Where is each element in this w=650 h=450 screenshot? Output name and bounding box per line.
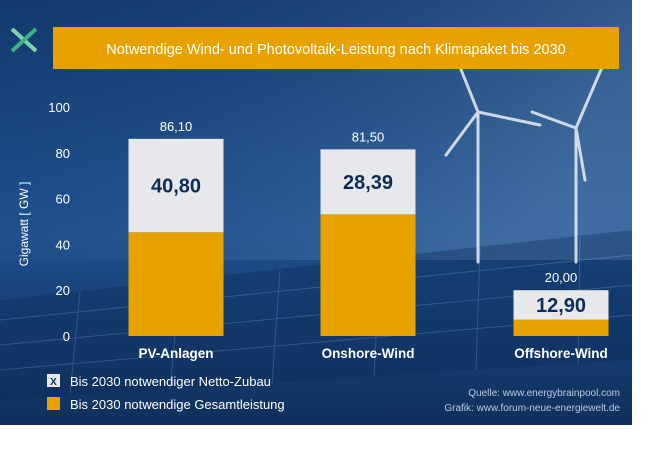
y-tick-label: 40	[56, 237, 70, 252]
x-axis-labels: PV-Anlagen Onshore-Wind Offshore-Wind	[138, 346, 607, 361]
bar-total-label: 81,50	[352, 129, 385, 144]
bar-value-label: 40,80	[151, 176, 201, 198]
legend-marker: X	[50, 377, 57, 388]
legend-swatch-netto-zubau	[47, 374, 60, 387]
y-tick-label: 80	[56, 146, 70, 161]
bar-gesamtleistung	[513, 319, 609, 336]
bar-gesamtleistung	[128, 232, 224, 336]
x-logo-icon	[10, 27, 38, 53]
legend: X Bis 2030 notwendiger Netto-Zubau Bis 2…	[47, 374, 285, 412]
y-axis-label: Gigawatt [ GW ]	[17, 182, 31, 267]
title-bar	[53, 27, 619, 69]
x-tick-label: Offshore-Wind	[514, 346, 608, 361]
x-tick-label: PV-Anlagen	[138, 346, 213, 361]
legend-label-gesamtleistung: Bis 2030 notwendige Gesamtleistung	[70, 397, 285, 412]
bar-value-label: 28,39	[343, 172, 393, 194]
bar-netto-zubau	[320, 149, 416, 215]
y-tick-label: 0	[63, 329, 70, 344]
x-tick-label: Onshore-Wind	[322, 346, 415, 361]
legend-swatch-gesamtleistung	[47, 397, 60, 410]
y-axis-ticks: 0 20 40 60 80 100	[48, 100, 70, 344]
bar-netto-zubau	[128, 138, 224, 233]
y-tick-label: 60	[56, 192, 70, 207]
bar-netto-zubau	[513, 290, 609, 320]
bar-value-label: 12,90	[536, 295, 586, 317]
y-tick-label: 100	[48, 100, 70, 115]
legend-label-netto-zubau: Bis 2030 notwendiger Netto-Zubau	[70, 374, 271, 389]
y-tick-label: 20	[56, 283, 70, 298]
source-line-1: Quelle: www.energybrainpool.com	[468, 388, 620, 399]
bar-total-label: 86,10	[160, 119, 193, 134]
source-line-2: Grafik: www.forum-neue-energiewelt.de	[444, 403, 620, 414]
chart-title: Notwendige Wind- und Photovoltaik-Leistu…	[106, 42, 565, 58]
bar-gesamtleistung	[320, 214, 416, 336]
bars: 40,80 86,10 28,39 81,50 12,90 20,00	[128, 119, 609, 336]
bar-total-label: 20,00	[545, 270, 578, 285]
